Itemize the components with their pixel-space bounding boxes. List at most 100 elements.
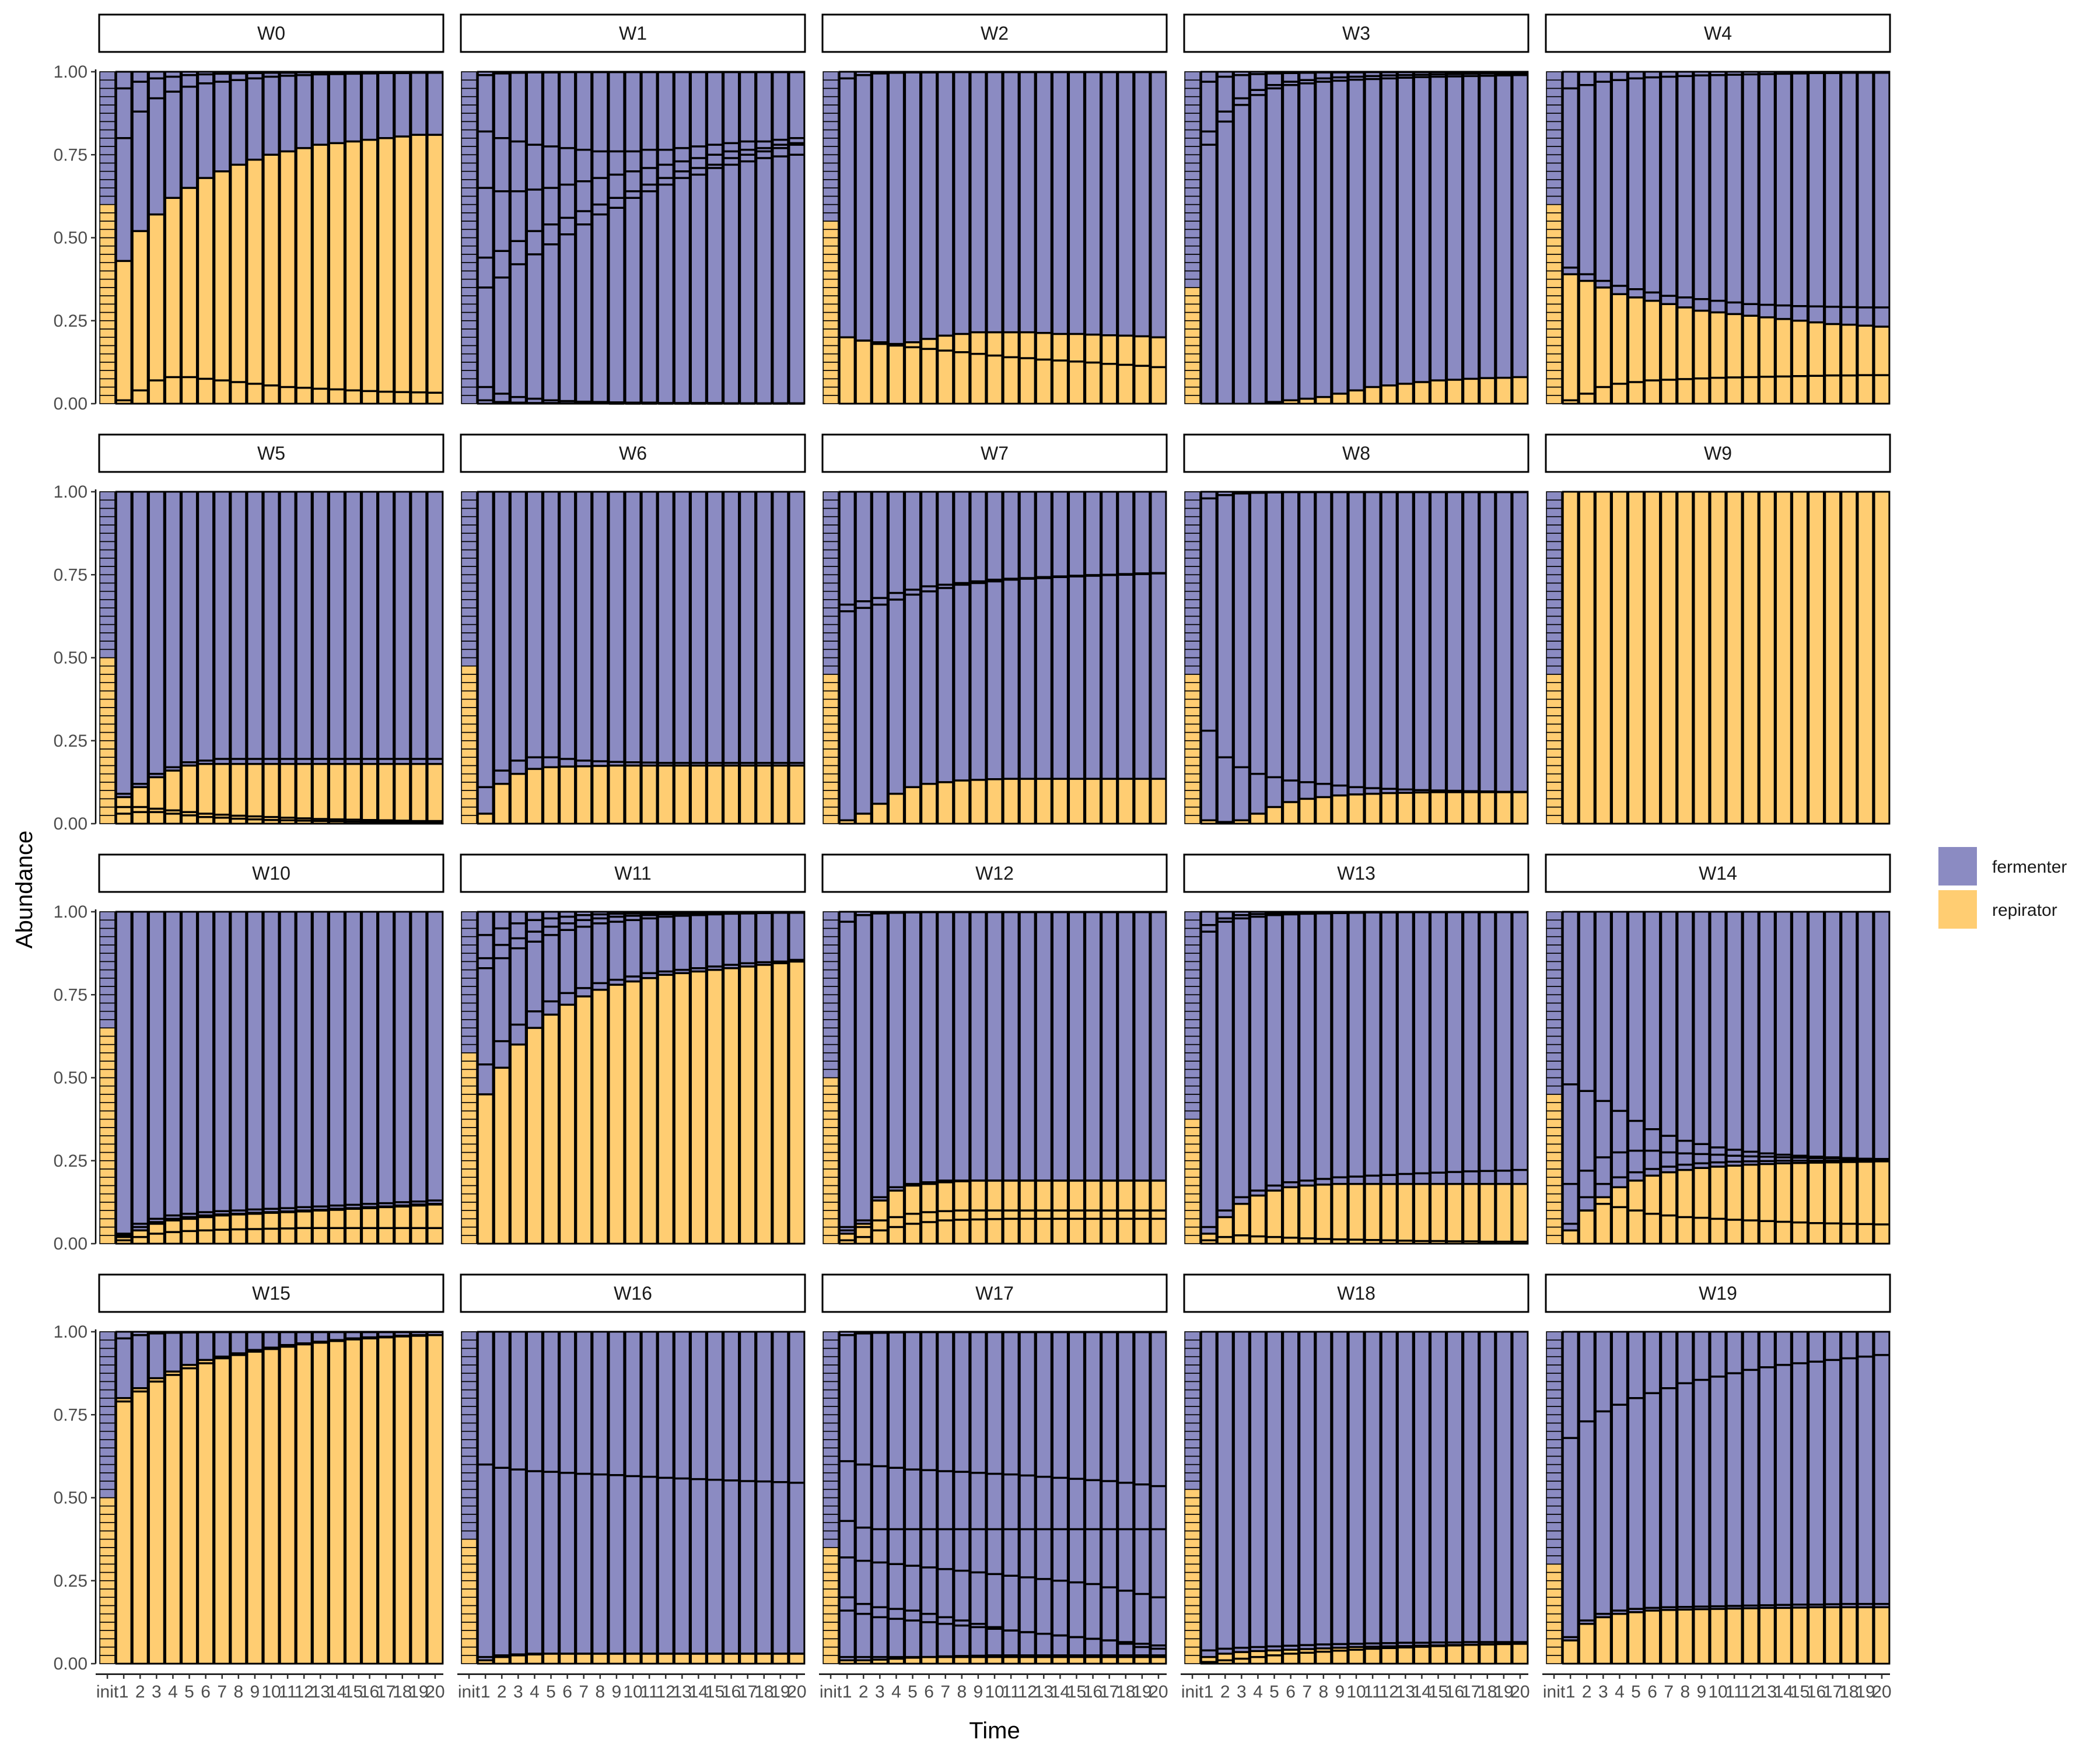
fermenter-segment (740, 72, 755, 404)
fermenter-segment (856, 1332, 872, 1661)
bar-outline (592, 71, 609, 405)
init-segment (1184, 757, 1200, 766)
bar-outline (230, 911, 247, 1245)
facet-w2: W2 (821, 13, 1168, 405)
bar-outline (1380, 911, 1398, 1245)
bar-9 (1331, 71, 1349, 405)
bar-12 (1380, 71, 1398, 405)
init-segment (1546, 911, 1562, 921)
bar-9 (1693, 911, 1710, 1245)
bar-1 (115, 1331, 132, 1665)
init-segment (461, 1430, 477, 1440)
bar-outline (1479, 1331, 1496, 1665)
bar-3 (509, 71, 527, 405)
fermenter-segment (1414, 1332, 1430, 1646)
x-tick-label: 20 (425, 1682, 444, 1702)
init-segment (1546, 1364, 1562, 1374)
x-tick-label: 16 (1445, 1682, 1464, 1702)
bar-6 (559, 911, 576, 1245)
bar-outline (214, 1331, 231, 1665)
init-segment (822, 1085, 839, 1095)
bar-16 (361, 911, 378, 1245)
bar-outline (624, 491, 642, 825)
repirator-segment (954, 334, 970, 404)
x-tick-label: 16 (1083, 1682, 1102, 1702)
bar-19 (1495, 1331, 1513, 1665)
repirator-segment (921, 783, 937, 824)
init-segment (99, 1630, 116, 1640)
init-segment (1184, 121, 1200, 131)
bar-17 (1462, 1331, 1480, 1665)
x-tick-label: 20 (1510, 1682, 1530, 1702)
bar-9 (970, 71, 987, 405)
bar-15 (1068, 1331, 1085, 1665)
init-segment (99, 1555, 116, 1565)
facet-w1: W1 (460, 13, 806, 405)
fermenter-segment (1299, 72, 1315, 399)
bar-17 (739, 911, 757, 1245)
fermenter-segment (214, 1332, 230, 1357)
repirator-segment (230, 164, 246, 404)
bar-outline (657, 1331, 674, 1665)
init-segment (1546, 1152, 1562, 1161)
repirator-segment (1020, 1180, 1035, 1244)
bar-outline (1430, 71, 1447, 405)
repirator-segment (264, 1348, 279, 1664)
bar-7 (214, 71, 231, 405)
bar-outline (1758, 71, 1776, 405)
init-segment (1184, 1430, 1200, 1440)
init-segment (1184, 1218, 1200, 1228)
init-segment (461, 649, 477, 659)
repirator-segment (1283, 802, 1298, 824)
facet-strip (98, 853, 444, 893)
bar-9 (1693, 491, 1710, 825)
init-segment (1546, 1373, 1562, 1382)
bar-outline (953, 1331, 971, 1665)
init-segment (461, 911, 477, 921)
init-segment (99, 682, 116, 692)
repirator-segment (1398, 1184, 1413, 1244)
bar-outline (706, 1331, 723, 1665)
bar-outline (986, 491, 1003, 825)
repirator-segment (723, 765, 739, 824)
bar-outline (1331, 71, 1349, 405)
init-segment (822, 533, 839, 542)
y-tick-label: 0.75 (54, 985, 88, 1005)
init-segment (1184, 1605, 1200, 1615)
facet-title: W6 (619, 443, 647, 464)
fermenter-segment (1447, 72, 1462, 380)
bar-outline (1709, 911, 1727, 1245)
init-segment (1546, 295, 1562, 305)
bar-outline (197, 491, 215, 825)
bar-outline (509, 71, 527, 405)
x-tick-label: 6 (1286, 1682, 1296, 1702)
bar-outline (1084, 491, 1101, 825)
repirator-segment (1825, 1607, 1840, 1664)
repirator-segment (1759, 492, 1775, 824)
init-segment (822, 549, 839, 559)
init-segment (1546, 1597, 1562, 1606)
fermenter-segment (559, 912, 575, 1005)
bar-outline (526, 911, 543, 1245)
repirator-segment (1250, 813, 1266, 824)
bar-outline (1216, 1331, 1234, 1665)
init-segment (1546, 541, 1562, 551)
facet-w6: W6 (460, 433, 806, 825)
x-tick-label: 7 (1664, 1682, 1674, 1702)
repirator-segment (1463, 1184, 1479, 1244)
bar-3 (871, 491, 888, 825)
init-segment (822, 1555, 839, 1565)
x-tick-label: 4 (168, 1682, 178, 1702)
init-segment (461, 1218, 477, 1228)
fermenter-segment (214, 72, 230, 172)
bar-16 (723, 1331, 740, 1665)
repirator-segment (345, 1209, 361, 1244)
fermenter-segment (839, 492, 855, 821)
init-segment (1184, 1505, 1200, 1515)
init-segment (461, 1044, 477, 1054)
bar-init (1184, 71, 1200, 404)
init-segment (822, 732, 839, 741)
bar-outline (164, 491, 181, 825)
init-segment (1546, 994, 1562, 1004)
init-segment (822, 1622, 839, 1631)
